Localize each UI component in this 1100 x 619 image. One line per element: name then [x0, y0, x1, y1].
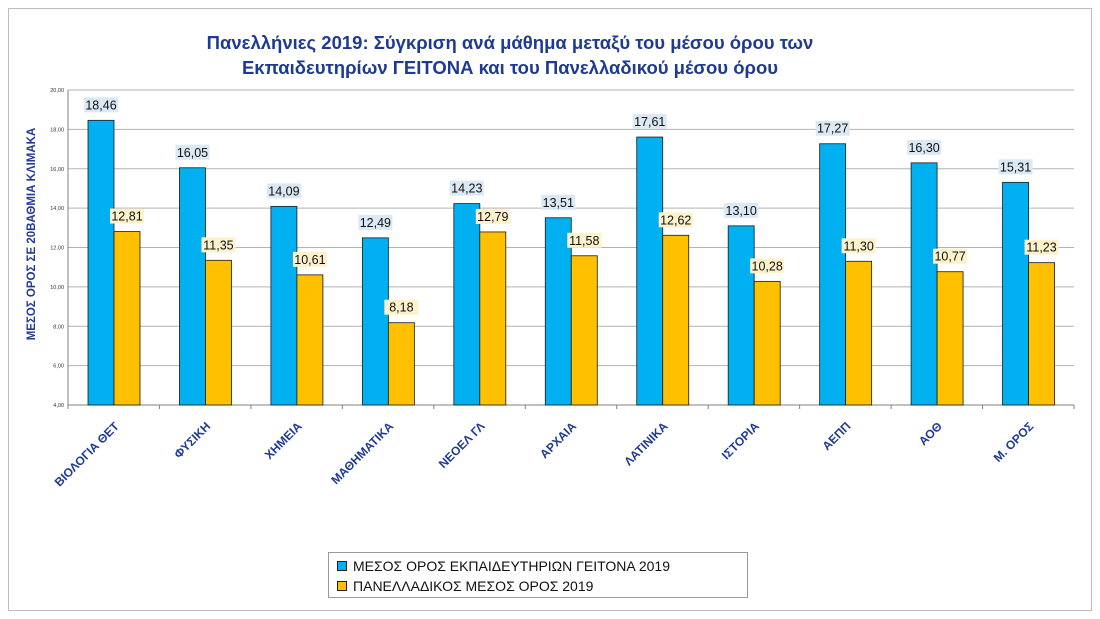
data-label-bg — [907, 139, 942, 155]
bar-series-1 — [270, 205, 298, 406]
y-tick-label: 16,00 — [50, 167, 64, 173]
data-label: 11,23 — [1026, 241, 1056, 255]
data-label: 16,30 — [908, 141, 939, 155]
bar-series-1 — [179, 167, 206, 406]
category-label: ΒΙΟΛΟΓΙΑ ΘΕΤ — [52, 419, 123, 490]
data-label-bg — [750, 258, 785, 274]
legend-item-series-1: ΜΕΣΟΣ ΟΡΟΣ ΕΚΠΑΙΔΕΥΤΗΡΙΩΝ ΓΕΙΤΟΝΑ 2019 — [337, 556, 739, 576]
data-label-bg — [110, 208, 144, 224]
data-label: 11,58 — [569, 234, 599, 248]
data-label-bg — [201, 237, 236, 253]
bar-series-2 — [387, 322, 415, 406]
data-label-bg — [841, 238, 876, 254]
data-label: 8,18 — [389, 301, 413, 315]
legend-swatch-series-2 — [337, 581, 347, 591]
bar-series-2 — [296, 274, 324, 406]
bar-series-2 — [662, 234, 690, 406]
data-label: 10,61 — [294, 253, 325, 267]
category-label: ΜΑΘΗΜΑΤΙΚΑ — [328, 419, 396, 487]
data-label-bg — [1024, 239, 1059, 255]
bar-series-1 — [453, 203, 481, 406]
bar-series-2 — [845, 260, 873, 406]
y-tick-label: 12,00 — [50, 246, 64, 252]
y-tick-label: 4,00 — [53, 403, 64, 409]
bar-series-2 — [936, 271, 964, 406]
category-label: ΧΗΜΕΙΑ — [262, 419, 305, 462]
data-label: 15,31 — [1000, 160, 1031, 174]
data-label-bg — [84, 97, 118, 113]
category-label: ΦΥΣΙΚΗ — [171, 419, 213, 461]
data-label-bg — [384, 299, 419, 315]
y-tick-label: 10,00 — [50, 285, 64, 291]
data-label: 12,49 — [360, 216, 391, 230]
legend: ΜΕΣΟΣ ΟΡΟΣ ΕΚΠΑΙΔΕΥΤΗΡΙΩΝ ΓΕΙΤΟΝΑ 2019 Π… — [328, 552, 748, 598]
data-label: 11,35 — [203, 238, 233, 252]
y-tick-label: 14,00 — [50, 206, 64, 212]
bar-series-1 — [87, 119, 115, 406]
category-label: ΛΑΤΙΝΙΚΑ — [621, 419, 671, 469]
bar-series-1 — [636, 136, 664, 406]
data-label: 12,62 — [660, 213, 691, 227]
category-label: ΑΕΠΠ — [820, 419, 854, 453]
data-label: 18,46 — [85, 98, 116, 112]
category-label: ΑΟΘ — [916, 419, 945, 448]
data-label-bg — [175, 144, 210, 160]
legend-label-series-2: ΠΑΝΕΛΛΑΔΙΚΟΣ ΜΕΣΟΣ ΟΡΟΣ 2019 — [353, 578, 594, 594]
data-label-bg — [292, 251, 327, 267]
data-label-bg — [658, 212, 693, 228]
data-label: 16,05 — [177, 146, 208, 160]
data-label-bg — [632, 114, 667, 130]
bar-series-2 — [205, 259, 232, 406]
y-tick-label: 20,00 — [50, 88, 64, 94]
data-label: 12,79 — [477, 210, 508, 224]
data-label-bg — [475, 208, 510, 224]
data-label-bg — [724, 202, 759, 218]
y-tick-label: 18,00 — [50, 127, 64, 133]
chart-title-line-2: Εκπαιδευτηρίων ΓΕΙΤΟΝΑ και του Πανελλαδι… — [241, 57, 779, 78]
chart-title: Πανελλήνιες 2019: Σύγκριση ανά μάθημα με… — [60, 30, 960, 80]
data-label-bg — [449, 180, 484, 196]
bar-series-1 — [727, 225, 755, 406]
category-label: ΑΡΧΑΙΑ — [537, 419, 579, 461]
data-label-bg — [815, 120, 850, 136]
data-label-bg — [933, 248, 968, 264]
legend-label-series-1: ΜΕΣΟΣ ΟΡΟΣ ΕΚΠΑΙΔΕΥΤΗΡΙΩΝ ΓΕΙΤΟΝΑ 2019 — [353, 558, 670, 574]
data-label: 10,28 — [752, 259, 783, 273]
data-label: 10,77 — [934, 250, 965, 264]
bar-series-1 — [361, 237, 389, 406]
category-label: Μ. ΟΡΟΣ — [991, 419, 1037, 465]
data-label-bg — [567, 232, 602, 248]
data-label-bg — [358, 214, 393, 230]
bar-series-2 — [479, 231, 507, 406]
y-tick-label: 8,00 — [53, 324, 64, 330]
bar-series-2 — [570, 255, 598, 406]
data-label-bg — [998, 159, 1033, 175]
legend-swatch-series-1 — [337, 561, 347, 571]
data-label: 13,51 — [543, 196, 574, 210]
y-tick-label: 6,00 — [53, 364, 64, 370]
data-label: 14,09 — [268, 184, 299, 198]
data-label: 12,81 — [111, 210, 142, 224]
data-label: 17,27 — [817, 122, 848, 136]
data-label: 11,30 — [843, 239, 873, 253]
bar-series-1 — [910, 162, 938, 406]
legend-item-series-2: ΠΑΝΕΛΛΑΔΙΚΟΣ ΜΕΣΟΣ ΟΡΟΣ 2019 — [337, 576, 739, 596]
chart-title-line-1: Πανελλήνιες 2019: Σύγκριση ανά μάθημα με… — [206, 32, 814, 53]
category-label: ΙΣΤΟΡΙΑ — [719, 419, 762, 462]
data-label: 13,10 — [726, 204, 757, 218]
data-label-bg — [541, 194, 576, 210]
bar-series-1 — [819, 143, 847, 406]
category-label: ΝΕΟΕΛ ΓΛ — [436, 419, 488, 471]
data-label: 14,23 — [451, 182, 482, 196]
data-label-bg — [266, 183, 301, 199]
bar-series-2 — [113, 231, 141, 406]
bar-series-2 — [753, 280, 781, 406]
bar-series-1 — [1002, 181, 1029, 406]
data-label: 17,61 — [634, 115, 665, 129]
bar-series-1 — [544, 217, 572, 406]
bar-series-2 — [1028, 262, 1055, 406]
